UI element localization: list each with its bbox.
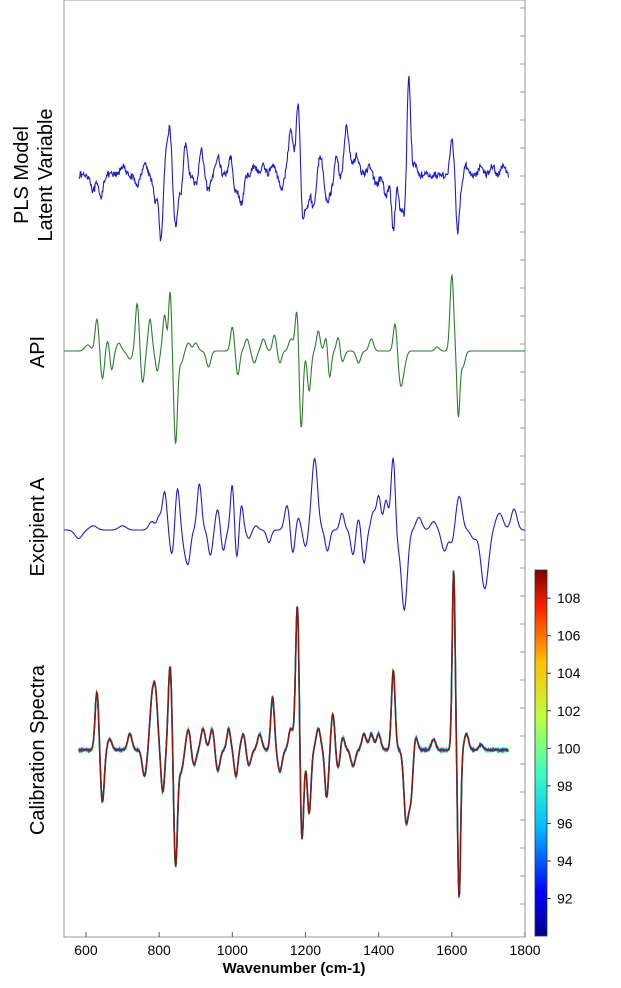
colorbar-tick-label: 100	[557, 740, 581, 756]
colorbar-tick-label: 92	[557, 890, 573, 906]
ylabel-api: API	[27, 335, 49, 369]
x-tick-label: 600	[74, 942, 98, 958]
x-tick-label: 800	[147, 942, 171, 958]
api-series-line	[64, 273, 525, 445]
colorbar-tick-label: 98	[557, 778, 573, 794]
colorbar-tick-label: 96	[557, 815, 573, 831]
x-tick-label: 1000	[217, 942, 248, 958]
x-tick-label: 1200	[290, 942, 321, 958]
colorbar-tick-label: 106	[557, 628, 581, 644]
colorbar-tick-label: 108	[557, 590, 581, 606]
series-layer	[64, 75, 525, 899]
x-tick-label: 1400	[363, 942, 394, 958]
ylabel-pls-line1: PLS Model	[11, 126, 33, 224]
excipient-series-line	[64, 457, 525, 612]
colorbar-tick-label: 94	[557, 853, 573, 869]
ylabel-pls-line2: Latent Variable	[35, 108, 57, 242]
ylabel-excipient: Excipient A	[27, 477, 49, 577]
colorbar	[534, 569, 548, 937]
x-tick-label: 1600	[436, 942, 467, 958]
x-tick-label: 1800	[509, 942, 540, 958]
ylabel-calibration: Calibration Spectra	[27, 664, 49, 836]
colorbar-ticks: 92 94 96 98 100 102 104 106 108	[547, 590, 581, 906]
calibration-series-line	[78, 571, 509, 898]
ylabel-pls: PLS Model Latent Variable	[10, 108, 58, 241]
colorbar-tick-label: 102	[557, 703, 581, 719]
x-axis-title: Wavenumber (cm-1)	[223, 960, 366, 977]
pls-series-line	[78, 75, 509, 242]
x-axis-ticks: 600 800 1000 1200 1400 1600 1800	[74, 932, 541, 958]
right-axis-ticks	[520, 7, 525, 905]
plot-area	[63, 0, 526, 938]
colorbar-tick-label: 104	[557, 665, 581, 681]
